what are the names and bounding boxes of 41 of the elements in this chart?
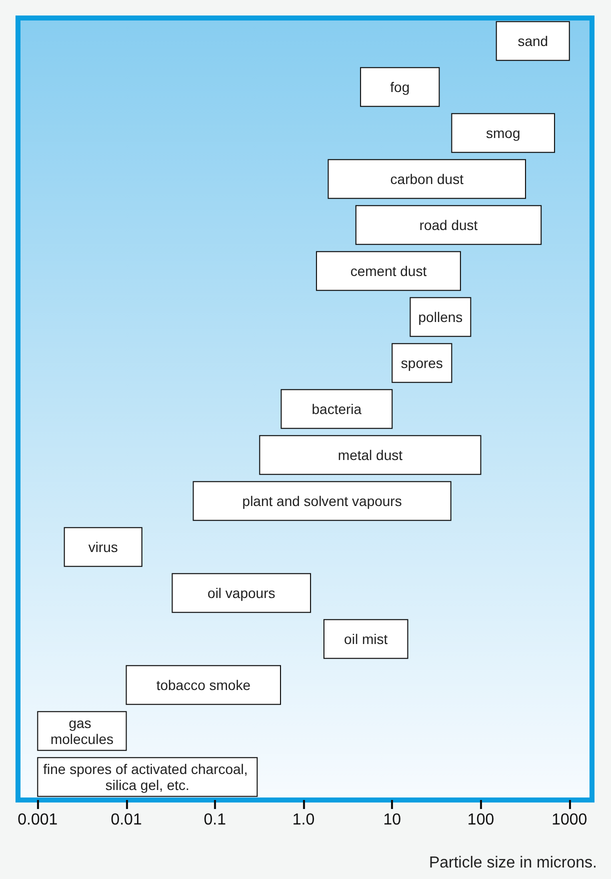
- bar: [355, 205, 542, 245]
- bar: [280, 389, 393, 429]
- x-tick-label: 0.01: [110, 812, 142, 828]
- bar: [192, 481, 452, 521]
- bar: [172, 573, 312, 613]
- y-tick-label: spores: [400, 355, 443, 371]
- y-tick-label: road dust: [419, 217, 478, 233]
- bar: [64, 527, 142, 567]
- bar: [126, 665, 282, 705]
- y-tick-label: pollens: [418, 309, 463, 325]
- bar: [451, 113, 556, 153]
- y-tick-label: oil mist: [344, 631, 388, 647]
- x-tick-label: 0.001: [18, 812, 58, 828]
- x-tick-label: 10: [383, 812, 402, 828]
- y-tick-label: oil vapours: [208, 585, 276, 601]
- bar: [328, 159, 526, 199]
- y-tick-label: virus: [88, 539, 118, 555]
- x-axis-title: Particle size in microns.: [428, 854, 597, 872]
- y-tick-label: gas molecules: [50, 715, 114, 747]
- x-tick-label: 1000: [552, 812, 588, 828]
- x-tick-label: 1.0: [292, 812, 315, 828]
- bar: [37, 711, 127, 751]
- y-tick-label: cement dust: [350, 263, 427, 279]
- bar: [360, 67, 440, 107]
- y-tick-label: metal dust: [338, 447, 403, 463]
- y-tick-label: carbon dust: [390, 171, 464, 187]
- bar: [392, 343, 452, 383]
- y-tick-label: tobacco smoke: [156, 677, 251, 693]
- x-tick-label: 0.1: [204, 812, 226, 828]
- x-tick-label: 100: [467, 812, 494, 828]
- y-tick-label: sand: [518, 33, 548, 49]
- y-tick-label: bacteria: [312, 401, 362, 417]
- bar: [410, 297, 472, 337]
- bar: [496, 21, 570, 61]
- y-tick-label: fog: [390, 79, 410, 95]
- bar: [316, 251, 461, 291]
- y-tick-label: fine spores of activated charcoal, silica gel, etc.: [43, 761, 252, 793]
- y-tick-label: plant and solvent vapours: [242, 493, 402, 509]
- bar: [259, 435, 482, 475]
- y-tick-label: smog: [486, 125, 520, 141]
- bar: [323, 619, 408, 659]
